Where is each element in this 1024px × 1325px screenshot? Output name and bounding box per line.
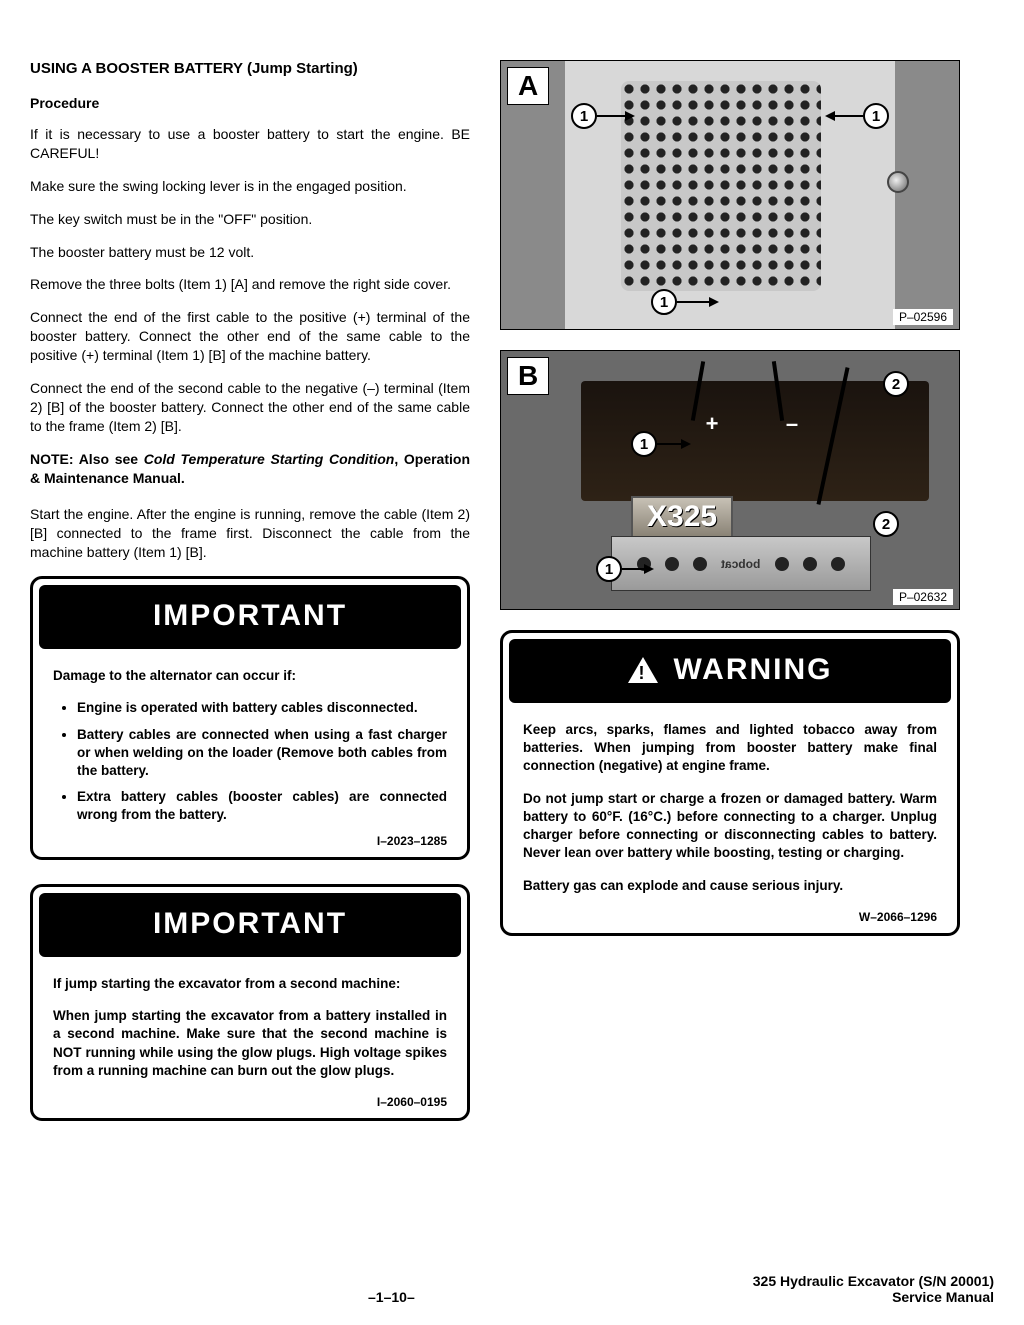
callout-badge: 2	[883, 371, 909, 397]
callout-badge: 1	[571, 103, 597, 129]
page-number: –1–10–	[368, 1289, 415, 1305]
brand-label: bobcat	[721, 557, 760, 571]
figure-label: B	[507, 357, 549, 395]
warning-header-text: WARNING	[674, 653, 833, 687]
important-bullet: Battery cables are connected when using …	[77, 726, 447, 781]
photo-code: P–02596	[893, 309, 953, 325]
leader-line	[833, 115, 863, 117]
warning-paragraph: Do not jump start or charge a frozen or …	[523, 790, 937, 863]
figure-b: + – X325 bobcat B 1 2 1 2 P–02632	[500, 350, 960, 610]
page-title: USING A BOOSTER BATTERY (Jump Starting)	[30, 60, 470, 77]
doc-title: 325 Hydraulic Excavator (S/N 20001)	[753, 1273, 994, 1289]
important-box: IMPORTANT If jump starting the excavator…	[30, 884, 470, 1121]
arrow-icon	[825, 111, 835, 121]
important-box: IMPORTANT Damage to the alternator can o…	[30, 576, 470, 860]
warning-header: WARNING	[509, 639, 951, 703]
warning-box: WARNING Keep arcs, sparks, flames and li…	[500, 630, 960, 936]
callout-badge: 1	[631, 431, 657, 457]
procedure-paragraph: Start the engine. After the engine is ru…	[30, 505, 470, 562]
leader-line	[622, 568, 646, 570]
warning-triangle-icon	[628, 657, 658, 683]
note-italic: Cold Temperature Starting Condition	[144, 451, 395, 467]
page-footer: –1–10– 325 Hydraulic Excavator (S/N 2000…	[30, 1273, 994, 1305]
procedure-paragraph: Connect the end of the second cable to t…	[30, 379, 470, 436]
notice-code: I–2023–1285	[53, 833, 447, 849]
warning-paragraph: Battery gas can explode and cause seriou…	[523, 877, 937, 895]
leader-line	[657, 443, 683, 445]
leader-line	[677, 301, 711, 303]
procedure-paragraph: Make sure the swing locking lever is in …	[30, 177, 470, 196]
procedure-paragraph: Connect the end of the first cable to th…	[30, 308, 470, 365]
callout-badge: 1	[596, 556, 622, 582]
arrow-icon	[681, 439, 691, 449]
arrow-icon	[709, 297, 719, 307]
note-block: NOTE: Also see Cold Temperature Starting…	[30, 450, 470, 488]
warning-paragraph: Keep arcs, sparks, flames and lighted to…	[523, 721, 937, 776]
notice-code: W–2066–1296	[523, 909, 937, 925]
important-header: IMPORTANT	[39, 893, 461, 957]
important-lead: If jump starting the excavator from a se…	[53, 975, 447, 993]
leader-line	[597, 115, 627, 117]
arrow-icon	[625, 111, 635, 121]
figure-label: A	[507, 67, 549, 105]
important-header: IMPORTANT	[39, 585, 461, 649]
callout-badge: 2	[873, 511, 899, 537]
important-body: When jump starting the excavator from a …	[53, 1007, 447, 1080]
procedure-paragraph: The key switch must be in the "OFF" posi…	[30, 210, 470, 229]
important-bullet: Engine is operated with battery cables d…	[77, 699, 447, 717]
callout-badge: 1	[863, 103, 889, 129]
grille-icon	[621, 81, 821, 291]
procedure-paragraph: If it is necessary to use a booster batt…	[30, 125, 470, 163]
photo-code: P–02632	[893, 589, 953, 605]
callout-badge: 1	[651, 289, 677, 315]
section-subtitle: Procedure	[30, 95, 470, 111]
model-badge: X325	[631, 496, 733, 538]
important-bullet: Extra battery cables (booster cables) ar…	[77, 788, 447, 824]
arrow-icon	[644, 564, 654, 574]
figure-a: A 1 1 1 P–02596	[500, 60, 960, 330]
important-lead: Damage to the alternator can occur if:	[53, 667, 447, 685]
doc-subtitle: Service Manual	[753, 1289, 994, 1305]
procedure-paragraph: Remove the three bolts (Item 1) [A] and …	[30, 275, 470, 294]
note-prefix: NOTE: Also see	[30, 451, 144, 467]
knob-icon	[887, 171, 909, 193]
terminal-minus-icon: –	[781, 411, 803, 433]
terminal-plus-icon: +	[701, 411, 723, 433]
procedure-paragraph: The booster battery must be 12 volt.	[30, 243, 470, 262]
notice-code: I–2060–0195	[53, 1094, 447, 1110]
